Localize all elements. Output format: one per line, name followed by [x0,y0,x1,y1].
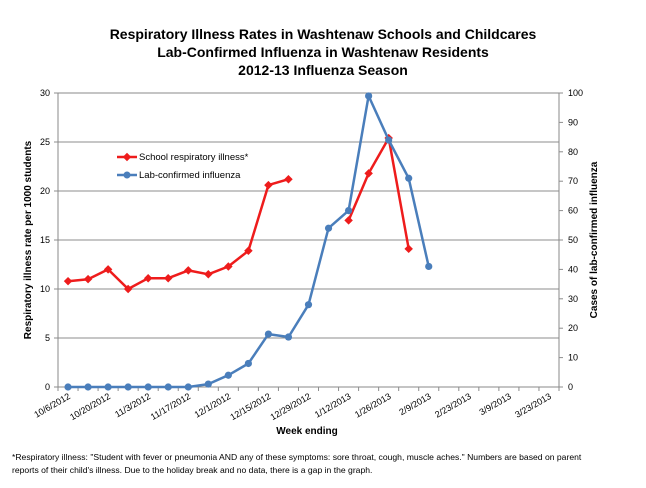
y-left-tick-label: 0 [45,382,50,392]
series-layer [63,92,433,391]
footnote: *Respiratory illness: "Student with feve… [12,451,636,477]
x-tick-label: 12/15/2012 [228,391,272,422]
y-left-tick-label: 5 [45,333,50,343]
y-right-tick-label: 10 [568,353,578,363]
footnote-line-2: reports of their child's illness. Due to… [12,465,373,475]
y-right-tick-label: 40 [568,264,578,274]
x-tick-label: 11/17/2012 [149,391,192,422]
data-point-school-2 [103,265,113,274]
x-tick-label: 10/20/2012 [68,391,112,422]
y-left-tick-label: 15 [40,235,50,245]
chart: Respiratory Illness Rates in Washtenaw S… [23,26,600,437]
y-right-tick-label: 70 [568,176,578,186]
data-point-school-14 [344,216,353,225]
data-point-flu-2 [104,383,112,391]
y-left-tick-label: 20 [40,186,50,196]
data-point-flu-12 [304,301,313,309]
x-tick-label: 3/23/2013 [513,391,553,420]
data-point-flu-5 [164,383,172,391]
x-axis-label: Week ending [276,426,338,437]
data-point-flu-1 [84,383,92,391]
y-left-tick-label: 25 [40,137,50,147]
data-point-school-17 [404,244,413,254]
y-right-tick-label: 100 [568,88,583,98]
x-tick-label: 1/26/2013 [353,391,393,420]
legend: School respiratory illness* Lab-confirme… [117,152,249,181]
chart-title-line-3: 2012-13 Influenza Season [238,62,408,78]
x-tick-label: 11/3/2012 [113,391,152,419]
y-left-tick-label: 10 [40,284,50,294]
y-left-tick-label: 30 [40,88,50,98]
data-point-flu-6 [184,383,192,391]
data-point-flu-16 [385,136,393,144]
data-point-school-11 [284,174,293,184]
data-point-school-0 [63,276,73,286]
right-axis-ticks: 0 10 20 30 40 50 60 70 80 90 100 [559,88,583,392]
data-point-school-7 [204,270,213,279]
data-point-flu-7 [204,380,212,388]
y-right-tick-label: 90 [568,117,578,127]
y-right-tick-label: 0 [568,382,573,392]
data-point-flu-17 [405,174,413,182]
y-right-tick-label: 20 [568,323,578,333]
data-point-school-5 [163,273,173,283]
y-axis-right-label: Cases of lab-confirmed influenza [589,161,600,318]
footnote-line-1: *Respiratory illness: "Student with feve… [12,452,582,462]
data-point-flu-3 [124,383,132,391]
x-tick-label: 2/9/2013 [397,391,432,417]
data-point-flu-14 [344,207,353,215]
x-tick-label: 1/12/2013 [313,391,353,420]
data-point-school-6 [184,266,193,275]
chart-title-line-1: Respiratory Illness Rates in Washtenaw S… [110,26,537,42]
data-point-flu-18 [425,262,433,271]
data-point-school-10 [264,180,273,190]
y-axis-left-label: Respiratory illness rate per 1000 studen… [23,140,34,339]
data-point-flu-4 [144,383,152,391]
x-tick-label: 12/1/2012 [193,391,233,420]
data-point-school-1 [83,274,93,284]
left-axis-ticks: 0 5 10 15 20 25 30 [40,88,58,392]
data-point-flu-9 [244,359,252,368]
data-point-flu-8 [224,371,232,379]
series-line-0 [347,136,410,250]
chart-title-line-2: Lab-Confirmed Influenza in Washtenaw Res… [157,44,489,60]
data-point-flu-0 [64,383,72,391]
legend-marker-school [122,152,132,162]
legend-label-flu: Lab-confirmed influenza [139,170,241,181]
series-line-1 [68,94,430,389]
data-point-school-8 [224,262,233,271]
legend-marker-flu [123,171,131,179]
data-point-flu-10 [264,330,273,338]
legend-label-school: School respiratory illness* [139,152,249,163]
x-tick-label: 3/9/2013 [478,391,513,417]
series-line-0 [67,178,289,291]
y-right-tick-label: 60 [568,206,578,216]
x-tick-label: 2/23/2013 [433,391,473,420]
data-point-flu-11 [284,333,293,341]
y-right-tick-label: 50 [568,235,578,245]
data-point-flu-15 [365,92,373,100]
y-right-tick-label: 30 [568,294,578,304]
y-right-tick-label: 80 [568,147,578,157]
data-point-flu-13 [324,224,333,232]
x-tick-label: 12/29/2012 [268,391,312,422]
data-point-school-4 [143,273,153,283]
x-tick-label: 10/6/2012 [32,391,72,420]
